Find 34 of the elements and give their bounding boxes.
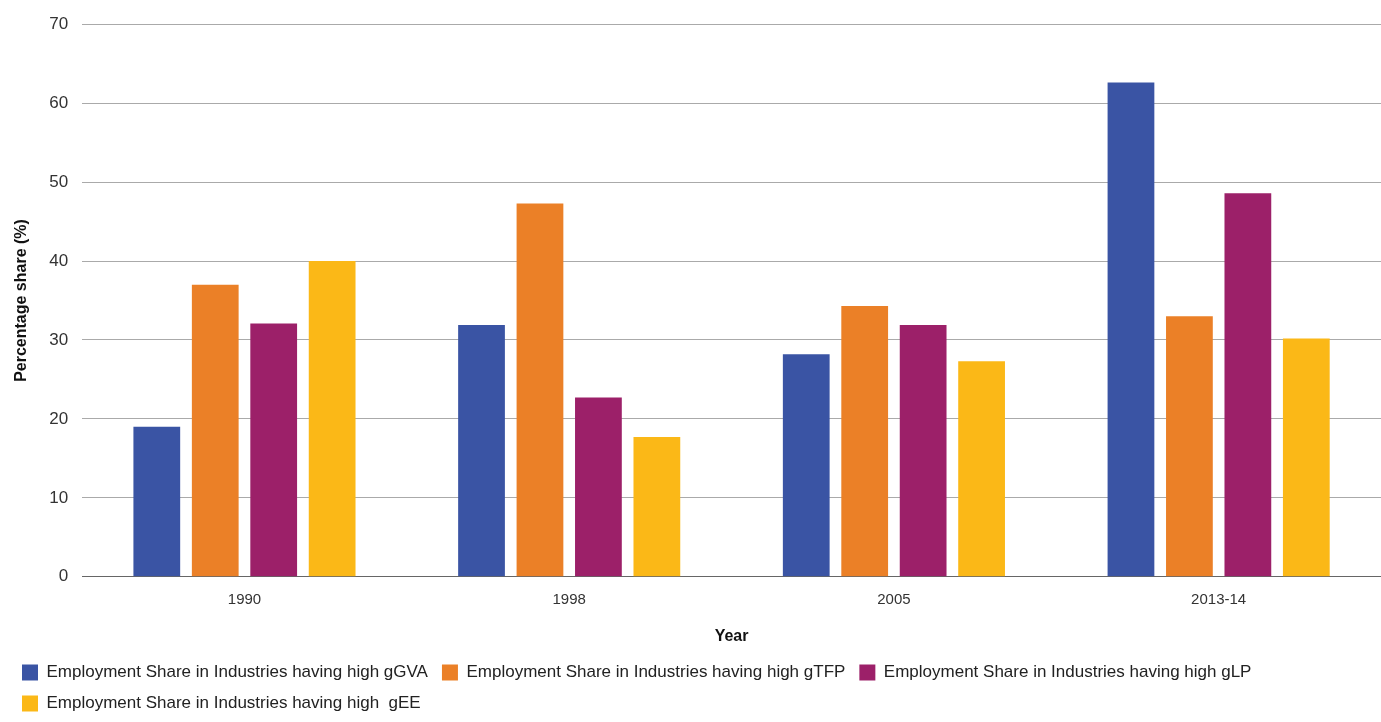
bar [1224,193,1272,577]
y-tick-label: 30 [49,329,69,349]
bar [308,261,356,577]
legend-label: Employment Share in Industries having high gGVA [46,662,429,682]
y-tick-label: 20 [49,408,69,428]
bar [899,324,947,577]
y-tick-label: 0 [58,566,69,586]
bar [841,306,889,577]
y-tick-label: 50 [49,171,69,191]
bar [133,426,181,577]
y-tick-label: 10 [49,487,69,507]
bar [958,361,1005,577]
bar [516,203,564,577]
x-tick-label: 1998 [552,589,586,607]
bar [633,437,681,577]
x-tick-label: 2005 [877,589,911,607]
y-tick-label: 40 [49,250,69,270]
bar [782,354,830,577]
legend-label: Employment Share in Industries having high gEE [46,693,421,713]
bar [250,323,298,577]
bar [1282,338,1330,577]
legend-label: Employment Share in Industries having high gLP [883,662,1252,682]
bar [191,284,239,577]
y-axis-title: Percentage share (%) [12,219,30,382]
y-tick-label: 70 [49,13,69,33]
bar [1166,316,1213,577]
y-tick-label: 60 [49,92,69,112]
legend-label: Employment Share in Industries having high gTFP [466,662,846,682]
x-tick-label: 2013-14 [1191,589,1247,607]
bar [1107,82,1155,577]
x-axis-title: Year [714,626,749,644]
x-tick-label: 1990 [227,589,262,607]
bar [575,397,622,577]
bar [458,324,505,577]
